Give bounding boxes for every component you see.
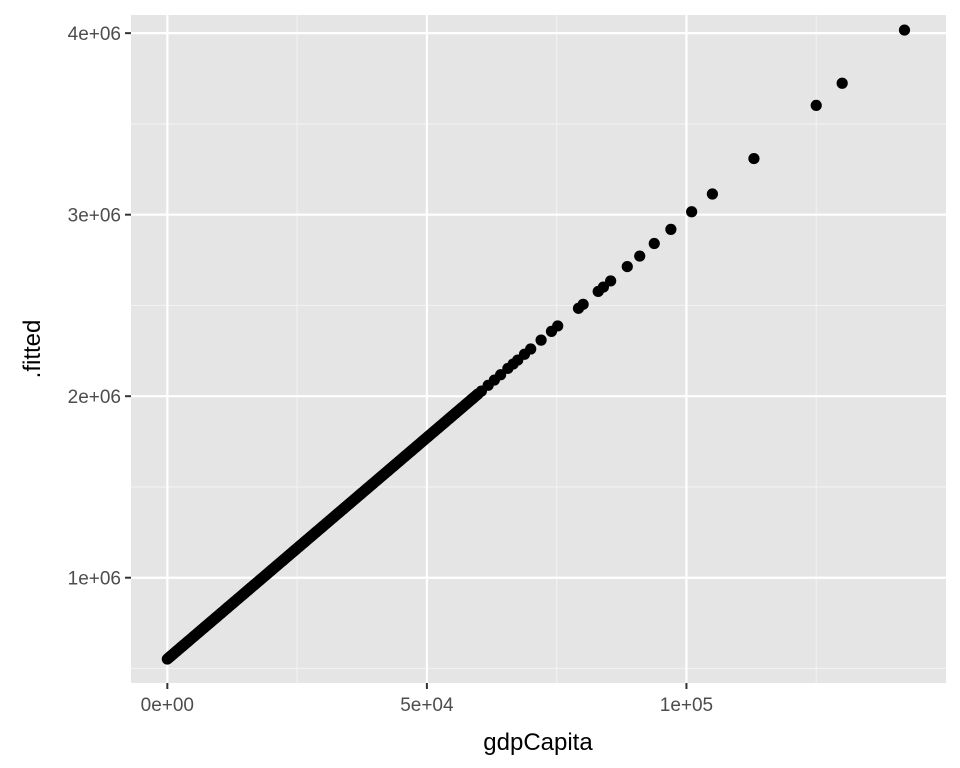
- x-tick-label: 5e+04: [400, 695, 454, 716]
- data-point: [525, 343, 537, 355]
- data-point: [748, 152, 760, 165]
- x-axis-title: gdpCapita: [483, 729, 593, 756]
- data-point: [621, 260, 633, 273]
- data-point: [706, 188, 719, 200]
- data-point: [552, 320, 564, 332]
- data-points: [161, 24, 911, 665]
- data-point: [634, 250, 646, 262]
- data-point: [648, 237, 660, 250]
- data-point: [686, 206, 698, 218]
- minor-grid: [131, 15, 946, 683]
- y-tick-label: 3e+06: [68, 206, 121, 227]
- data-point: [605, 275, 617, 287]
- x-tick-labels: 0e+00 5e+04 1e+05: [141, 695, 713, 716]
- data-point: [898, 24, 911, 36]
- x-tick-label: 0e+00: [141, 695, 194, 716]
- data-point: [535, 334, 547, 346]
- y-tick-labels: 1e+06 2e+06 3e+06 4e+06: [68, 24, 121, 590]
- data-point: [665, 223, 677, 235]
- data-point: [810, 99, 822, 111]
- y-axis-title: .fitted: [19, 320, 46, 379]
- axis-ticks: [125, 32, 688, 689]
- y-tick-label: 2e+06: [68, 387, 121, 408]
- y-tick-label: 1e+06: [68, 569, 121, 590]
- data-point: [836, 77, 848, 89]
- y-tick-label: 4e+06: [68, 24, 121, 45]
- data-point: [577, 298, 589, 310]
- data-point: [495, 369, 507, 381]
- x-tick-label: 1e+05: [660, 695, 713, 716]
